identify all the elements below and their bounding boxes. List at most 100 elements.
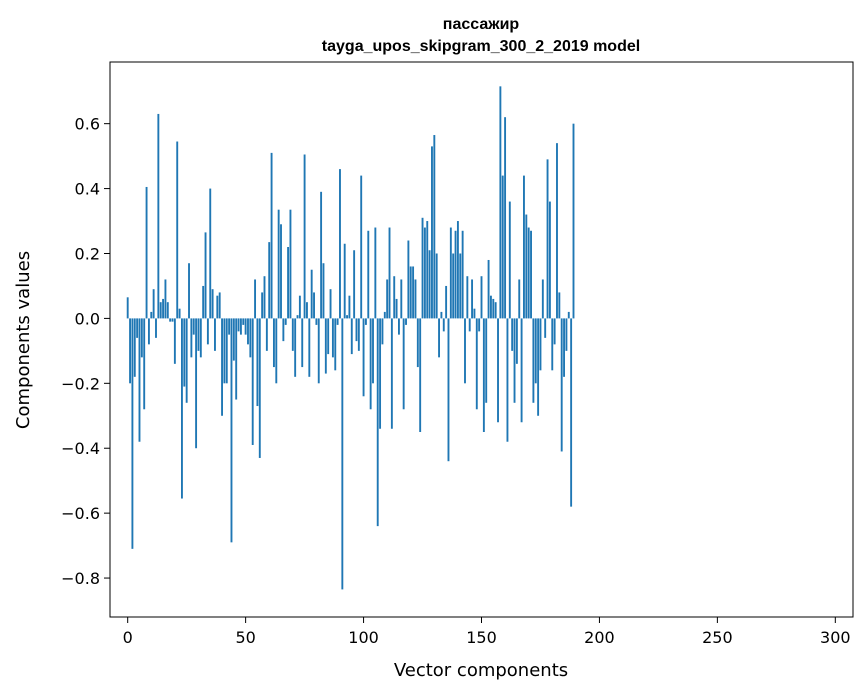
bar-181 (553, 318, 556, 345)
bar-39 (218, 292, 221, 319)
bar-74 (301, 318, 304, 368)
bar-63 (275, 318, 278, 384)
bar-86 (329, 289, 332, 319)
bar-37 (214, 318, 216, 351)
bar-70 (291, 318, 294, 351)
bar-182 (556, 143, 558, 319)
bar-148 (475, 318, 478, 410)
bar-54 (254, 279, 257, 319)
bar-141 (459, 253, 462, 319)
bar-4 (136, 318, 139, 338)
bar-186 (565, 318, 568, 351)
bar-103 (369, 318, 372, 410)
chart-title: пассажир (443, 16, 520, 33)
bar-112 (390, 318, 393, 429)
bar-155 (492, 298, 495, 319)
bar-159 (501, 175, 504, 319)
bar-24 (183, 318, 186, 387)
bar-161 (506, 318, 509, 442)
bar-56 (258, 318, 261, 458)
bar-185 (563, 318, 565, 377)
bar-6 (140, 318, 143, 358)
bar-134 (442, 318, 445, 332)
bar-168 (523, 175, 525, 319)
bar-33 (204, 232, 207, 319)
x-tick-label: 250 (702, 628, 733, 647)
bar-30 (197, 318, 200, 351)
x-tick-label: 300 (820, 628, 851, 647)
x-tick-label: 50 (235, 628, 255, 647)
bar-174 (537, 318, 540, 416)
bar-163 (511, 318, 514, 351)
bar-152 (485, 318, 488, 403)
bar-132 (438, 318, 440, 358)
bar-115 (398, 318, 400, 335)
bar-46 (235, 318, 238, 400)
bar-79 (313, 292, 315, 319)
x-tick-label: 150 (466, 628, 497, 647)
bar-119 (407, 240, 410, 319)
bar-28 (192, 318, 195, 335)
bar-146 (471, 279, 474, 319)
bar-7 (143, 318, 146, 410)
bar-13 (157, 113, 160, 319)
bar-48 (239, 318, 242, 335)
x-axis-ticks: 0 50 100 150 200 250 300 (123, 617, 851, 647)
bar-131 (435, 253, 438, 319)
bar-81 (317, 318, 320, 384)
bar-151 (482, 318, 485, 432)
bar-60 (268, 242, 271, 319)
bar-129 (431, 146, 433, 319)
bar-145 (468, 318, 471, 332)
bar-136 (447, 318, 450, 462)
bar-177 (544, 318, 547, 338)
y-tick-label: 0.2 (75, 244, 100, 263)
bar-14 (159, 302, 162, 319)
bar-83 (322, 263, 325, 319)
bar-87 (331, 318, 334, 358)
bar-138 (452, 253, 455, 319)
bar-82 (320, 191, 323, 319)
bar-176 (541, 279, 544, 319)
bar-118 (405, 318, 407, 325)
bar-137 (449, 227, 452, 319)
bar-47 (237, 318, 240, 332)
bar-167 (520, 318, 523, 423)
bar-104 (372, 318, 374, 384)
x-tick-label: 100 (348, 628, 379, 647)
bar-157 (497, 318, 499, 423)
bar-124 (419, 318, 422, 432)
bar-179 (548, 201, 551, 319)
y-tick-label: 0.6 (75, 115, 100, 134)
bar-0 (126, 297, 129, 319)
bar-15 (162, 298, 165, 319)
bar-41 (223, 318, 226, 384)
bar-66 (282, 318, 285, 342)
bar-8 (145, 186, 148, 319)
bar-154 (489, 295, 492, 319)
bar-44 (230, 318, 233, 543)
bar-135 (445, 285, 448, 319)
bar-26 (188, 263, 190, 319)
bar-78 (310, 269, 313, 319)
bar-128 (428, 250, 431, 319)
bar-158 (499, 86, 502, 319)
bar-166 (518, 279, 521, 319)
bar-90 (339, 169, 341, 319)
bar-95 (350, 318, 353, 355)
y-tick-label: −0.6 (61, 504, 100, 523)
bar-58 (263, 276, 266, 319)
bar-69 (289, 209, 292, 319)
bar-107 (379, 318, 382, 429)
bar-93 (346, 315, 348, 319)
bar-21 (176, 141, 179, 319)
bar-42 (225, 318, 228, 384)
bar-99 (360, 175, 363, 319)
bar-127 (426, 221, 429, 319)
bar-165 (515, 318, 518, 364)
bar-184 (560, 318, 563, 452)
bar-80 (315, 318, 318, 325)
bar-91 (341, 318, 344, 590)
bar-169 (525, 214, 528, 319)
